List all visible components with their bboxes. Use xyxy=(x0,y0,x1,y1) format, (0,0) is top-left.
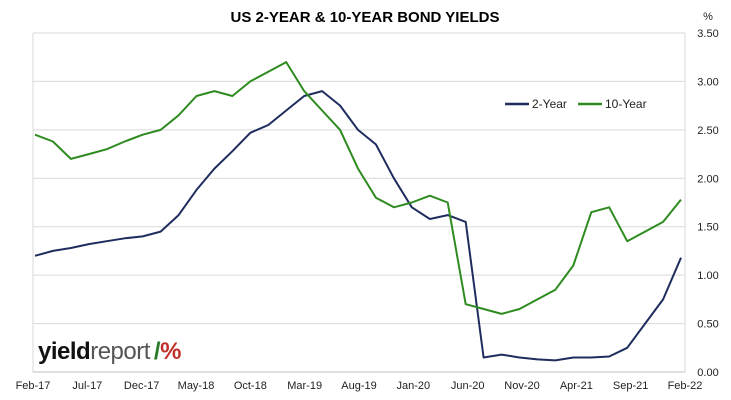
x-tick-label: Jun-20 xyxy=(451,380,485,392)
yieldreport-logo: yieldreport/% xyxy=(38,338,181,366)
logo-percent-glyph: % xyxy=(160,338,181,365)
y-tick-label: 2.00 xyxy=(697,173,718,185)
x-tick-label: Aug-19 xyxy=(341,380,376,392)
legend: 2-Year 10-Year xyxy=(505,97,647,111)
y-axis-unit-label: % xyxy=(703,11,713,23)
x-tick-label: Oct-18 xyxy=(234,380,267,392)
series-line-two-year xyxy=(34,90,682,362)
y-tick-label: 1.50 xyxy=(697,222,718,234)
x-tick-label: May-18 xyxy=(178,380,215,392)
logo-report-text: report xyxy=(90,338,150,365)
x-tick-label: Nov-20 xyxy=(504,380,539,392)
legend-label: 2-Year xyxy=(532,97,567,111)
y-tick-label: 3.50 xyxy=(697,28,718,40)
logo-slash-glyph: / xyxy=(153,338,161,365)
logo-yield-text: yield xyxy=(38,338,91,365)
x-tick-label: Sep-21 xyxy=(613,380,648,392)
x-tick-label: Dec-17 xyxy=(124,380,159,392)
chart-title: US 2-YEAR & 10-YEAR BOND YIELDS xyxy=(231,9,500,26)
x-axis-tick-labels: Feb-17 Jul-17 Dec-17 May-18 Oct-18 Mar-19 Aug-… xyxy=(16,380,703,392)
y-tick-label: 3.00 xyxy=(697,76,718,88)
plot-area xyxy=(34,61,682,362)
x-tick-label: Mar-19 xyxy=(287,380,322,392)
legend-label: 10-Year xyxy=(605,97,647,111)
y-axis-tick-labels: 0.00 0.50 1.00 1.50 2.00 2.50 3.00 3.50 xyxy=(697,28,718,379)
x-tick-label: Feb-22 xyxy=(668,380,703,392)
y-tick-label: 2.50 xyxy=(697,125,718,137)
x-tick-label: Apr-21 xyxy=(560,380,593,392)
y-tick-label: 0.00 xyxy=(697,367,718,379)
y-gridlines xyxy=(32,32,686,373)
x-tick-label: Feb-17 xyxy=(16,380,51,392)
y-tick-label: 1.00 xyxy=(697,270,718,282)
logo-percent-icon: /% xyxy=(153,338,182,365)
y-tick-label: 0.50 xyxy=(697,319,718,331)
x-tick-label: Jan-20 xyxy=(397,380,431,392)
series-line-ten-year xyxy=(34,61,682,315)
x-tick-label: Jul-17 xyxy=(72,380,102,392)
